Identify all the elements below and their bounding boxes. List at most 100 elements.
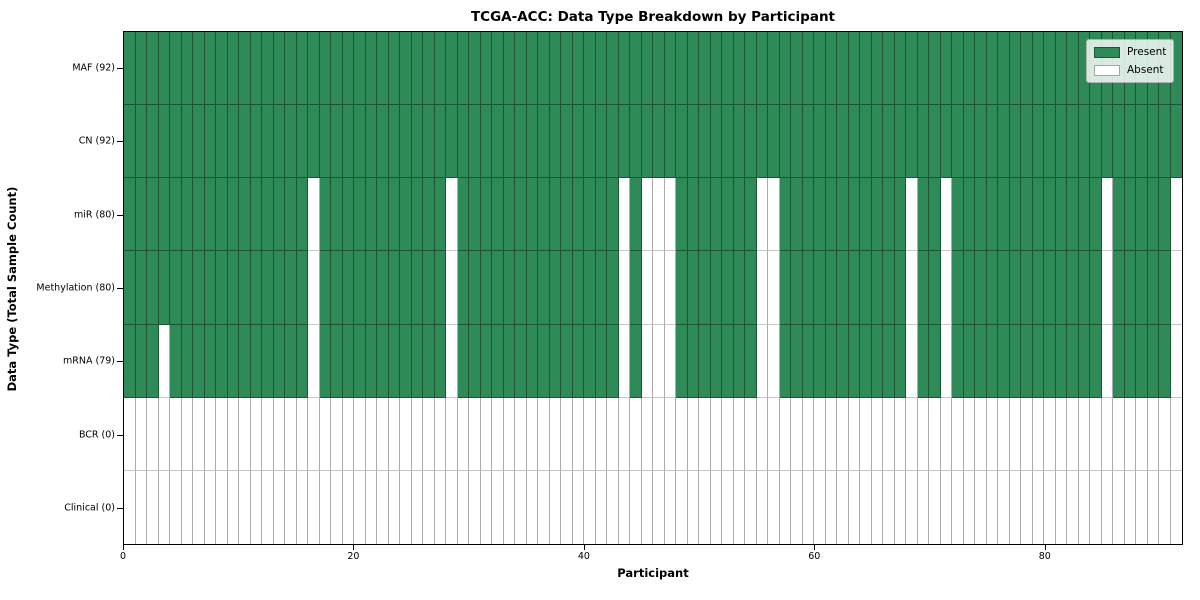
- heatmap-cell-Methylation-p46: [653, 251, 665, 325]
- heatmap-cell-Clinical-p85: [1101, 470, 1113, 544]
- heatmap-cell-CN-p46: [653, 105, 665, 179]
- xtick-mark-60: [814, 545, 816, 550]
- heatmap-cell-MAF-p27: [434, 32, 446, 106]
- ytick-mark-Methylation: [117, 288, 123, 289]
- heatmap-cell-CN-p21: [365, 105, 377, 179]
- heatmap-cell-miR-p65: [871, 178, 883, 252]
- heatmap-cell-BCR-p63: [848, 397, 860, 471]
- heatmap-cell-mRNA-p60: [814, 324, 826, 398]
- heatmap-cell-CN-p81: [1055, 105, 1067, 179]
- heatmap-cell-CN-p65: [871, 105, 883, 179]
- heatmap-cell-miR-p22: [377, 178, 389, 252]
- heatmap-cell-CN-p11: [250, 105, 262, 179]
- heatmap-cell-miR-p34: [515, 178, 527, 252]
- heatmap-cell-miR-p40: [584, 178, 596, 252]
- heatmap-cell-miR-p0: [124, 178, 136, 252]
- heatmap-cell-CN-p39: [572, 105, 584, 179]
- heatmap-cell-BCR-p76: [998, 397, 1010, 471]
- heatmap-cell-Clinical-p54: [745, 470, 757, 544]
- heatmap-cell-MAF-p12: [262, 32, 274, 106]
- heatmap-cell-MAF-p32: [492, 32, 504, 106]
- heatmap-cell-MAF-p5: [181, 32, 193, 106]
- heatmap-cell-Methylation-p87: [1124, 251, 1136, 325]
- heatmap-cell-MAF-p4: [170, 32, 182, 106]
- xtick-label-40: 40: [577, 551, 590, 562]
- ytick-label-Methylation: Methylation (80): [36, 282, 115, 294]
- heatmap-cell-miR-p24: [400, 178, 412, 252]
- heatmap-cell-Methylation-p26: [423, 251, 435, 325]
- heatmap-cell-Methylation-p27: [434, 251, 446, 325]
- heatmap-cell-MAF-p6: [193, 32, 205, 106]
- heatmap-cell-miR-p64: [860, 178, 872, 252]
- heatmap-cell-CN-p63: [848, 105, 860, 179]
- heatmap-cell-Clinical-p1: [135, 470, 147, 544]
- heatmap-cell-Methylation-p5: [181, 251, 193, 325]
- heatmap-cell-Methylation-p64: [860, 251, 872, 325]
- heatmap-cell-CN-p60: [814, 105, 826, 179]
- heatmap-cell-Methylation-p70: [929, 251, 941, 325]
- heatmap-cell-Clinical-p90: [1159, 470, 1171, 544]
- heatmap-cell-mRNA-p11: [250, 324, 262, 398]
- heatmap-cell-Clinical-p42: [607, 470, 619, 544]
- heatmap-cell-CN-p80: [1044, 105, 1056, 179]
- heatmap-cell-miR-p11: [250, 178, 262, 252]
- heatmap-cell-CN-p72: [952, 105, 964, 179]
- heatmap-cell-mRNA-p8: [216, 324, 228, 398]
- heatmap-cell-CN-p49: [687, 105, 699, 179]
- heatmap-cell-mRNA-p32: [492, 324, 504, 398]
- heatmap-cell-miR-p29: [457, 178, 469, 252]
- heatmap-cell-mRNA-p54: [745, 324, 757, 398]
- heatmap-cell-miR-p61: [825, 178, 837, 252]
- heatmap-cell-CN-p41: [595, 105, 607, 179]
- heatmap-cell-Methylation-p10: [239, 251, 251, 325]
- heatmap-cell-CN-p57: [779, 105, 791, 179]
- heatmap-cell-CN-p35: [526, 105, 538, 179]
- heatmap-cell-mRNA-p37: [549, 324, 561, 398]
- heatmap-cell-Methylation-p72: [952, 251, 964, 325]
- heatmap-cell-MAF-p54: [745, 32, 757, 106]
- heatmap-cell-mRNA-p83: [1078, 324, 1090, 398]
- heatmap-cell-MAF-p73: [963, 32, 975, 106]
- heatmap-cell-Methylation-p73: [963, 251, 975, 325]
- heatmap-cell-CN-p82: [1067, 105, 1079, 179]
- heatmap-cell-BCR-p75: [986, 397, 998, 471]
- heatmap-cell-Methylation-p41: [595, 251, 607, 325]
- ytick-mark-Clinical: [117, 508, 123, 510]
- heatmap-cell-mRNA-p9: [227, 324, 239, 398]
- heatmap-cell-CN-p8: [216, 105, 228, 179]
- heatmap-cell-mRNA-p52: [722, 324, 734, 398]
- heatmap-cell-BCR-p56: [768, 397, 780, 471]
- heatmap-cell-BCR-p38: [561, 397, 573, 471]
- heatmap-cell-CN-p22: [377, 105, 389, 179]
- heatmap-cell-miR-p36: [538, 178, 550, 252]
- heatmap-cell-CN-p58: [791, 105, 803, 179]
- heatmap-cell-BCR-p55: [756, 397, 768, 471]
- heatmap-cell-mRNA-p86: [1113, 324, 1125, 398]
- heatmap-cell-miR-p14: [285, 178, 297, 252]
- heatmap-cell-Clinical-p41: [595, 470, 607, 544]
- heatmap-cell-MAF-p37: [549, 32, 561, 106]
- heatmap-cell-Methylation-p77: [1009, 251, 1021, 325]
- heatmap-cell-Methylation-p85: [1101, 251, 1113, 325]
- heatmap-cell-MAF-p64: [860, 32, 872, 106]
- heatmap-cell-CN-p47: [664, 105, 676, 179]
- heatmap-cell-BCR-p26: [423, 397, 435, 471]
- heatmap-cell-CN-p18: [331, 105, 343, 179]
- heatmap-cell-BCR-p78: [1021, 397, 1033, 471]
- heatmap-cell-miR-p72: [952, 178, 964, 252]
- heatmap-cell-Methylation-p19: [342, 251, 354, 325]
- heatmap-cell-mRNA-p4: [170, 324, 182, 398]
- heatmap-cell-MAF-p57: [779, 32, 791, 106]
- heatmap-cell-MAF-p40: [584, 32, 596, 106]
- heatmap-cell-Clinical-p87: [1124, 470, 1136, 544]
- heatmap-cell-Methylation-p38: [561, 251, 573, 325]
- heatmap-cell-BCR-p79: [1032, 397, 1044, 471]
- heatmap-cell-Clinical-p73: [963, 470, 975, 544]
- heatmap-cell-miR-p56: [768, 178, 780, 252]
- heatmap-cell-MAF-p43: [618, 32, 630, 106]
- heatmap-cell-mRNA-p3: [158, 324, 170, 398]
- heatmap-cell-BCR-p49: [687, 397, 699, 471]
- heatmap-cell-miR-p44: [630, 178, 642, 252]
- heatmap-cell-BCR-p9: [227, 397, 239, 471]
- heatmap-cell-CN-p7: [204, 105, 216, 179]
